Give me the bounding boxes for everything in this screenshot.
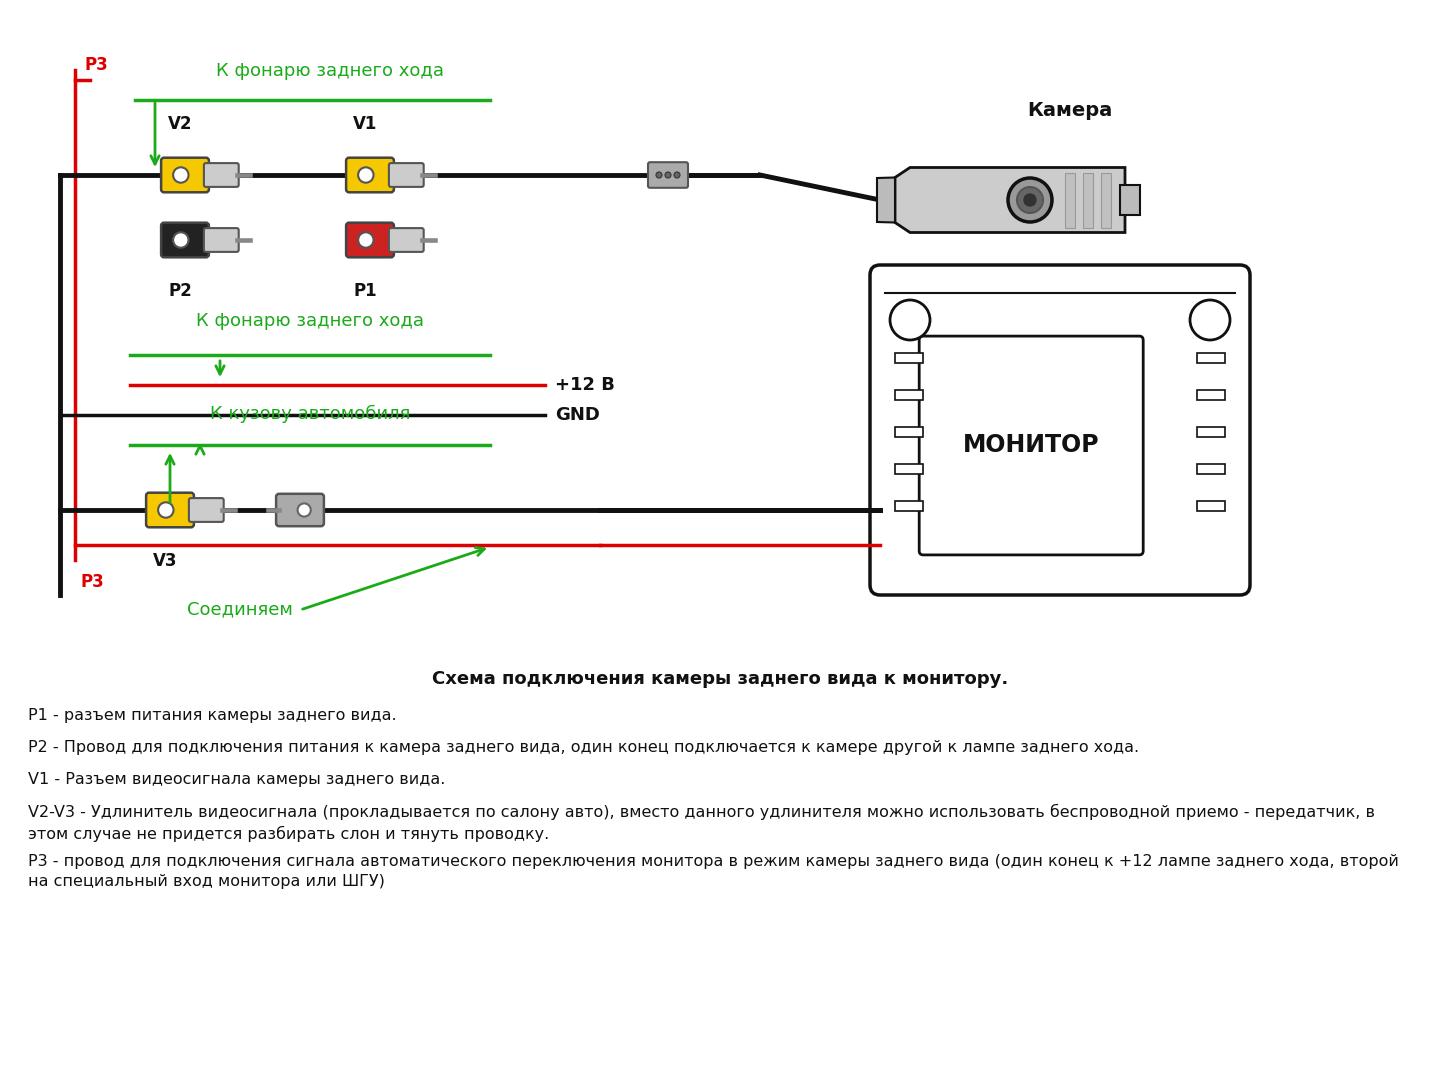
FancyBboxPatch shape <box>204 163 239 187</box>
Circle shape <box>359 167 373 182</box>
Text: GND: GND <box>554 406 600 425</box>
Polygon shape <box>877 178 896 223</box>
Bar <box>896 390 923 400</box>
Circle shape <box>359 233 373 248</box>
Circle shape <box>1189 300 1230 340</box>
Bar <box>1102 173 1112 227</box>
Text: P1 - разъем питания камеры заднего вида.: P1 - разъем питания камеры заднего вида. <box>27 708 396 723</box>
Text: V2-V3 - Удлинитель видеосигнала (прокладывается по салону авто), вместо данного : V2-V3 - Удлинитель видеосигнала (проклад… <box>27 804 1375 842</box>
Text: P3: P3 <box>81 574 104 591</box>
FancyBboxPatch shape <box>389 228 423 252</box>
FancyBboxPatch shape <box>648 162 688 188</box>
Circle shape <box>665 172 671 178</box>
FancyBboxPatch shape <box>276 494 324 526</box>
Bar <box>1197 502 1225 511</box>
FancyBboxPatch shape <box>145 493 194 527</box>
FancyBboxPatch shape <box>389 163 423 187</box>
FancyBboxPatch shape <box>161 158 209 192</box>
Bar <box>896 464 923 474</box>
Text: К кузову автомобиля: К кузову автомобиля <box>210 405 410 423</box>
FancyBboxPatch shape <box>161 223 209 257</box>
Circle shape <box>158 503 173 518</box>
Circle shape <box>1024 194 1035 206</box>
Circle shape <box>674 172 680 178</box>
Bar <box>896 353 923 362</box>
Text: V2: V2 <box>167 115 193 133</box>
FancyBboxPatch shape <box>204 228 239 252</box>
Bar <box>1066 173 1076 227</box>
Bar <box>1120 185 1140 215</box>
Circle shape <box>1008 178 1053 222</box>
FancyBboxPatch shape <box>189 498 223 522</box>
Text: V1 - Разъем видеосигнала камеры заднего вида.: V1 - Разъем видеосигнала камеры заднего … <box>27 772 445 787</box>
Text: Схема подключения камеры заднего вида к монитору.: Схема подключения камеры заднего вида к … <box>432 670 1008 688</box>
Bar <box>1197 390 1225 400</box>
Text: P2: P2 <box>168 282 192 300</box>
Bar <box>1083 173 1093 227</box>
Text: +12 В: +12 В <box>554 376 615 394</box>
Circle shape <box>298 504 311 517</box>
Bar <box>1197 353 1225 362</box>
Circle shape <box>657 172 662 178</box>
FancyBboxPatch shape <box>346 223 395 257</box>
Text: Р3 - провод для подключения сигнала автоматического переключения монитора в режи: Р3 - провод для подключения сигнала авто… <box>27 854 1398 889</box>
FancyBboxPatch shape <box>346 158 395 192</box>
Text: К фонарю заднего хода: К фонарю заднего хода <box>196 312 423 330</box>
Polygon shape <box>896 167 1125 233</box>
Bar <box>1197 464 1225 474</box>
Text: P3: P3 <box>85 56 109 74</box>
Text: P1: P1 <box>353 282 377 300</box>
FancyBboxPatch shape <box>919 337 1143 555</box>
Circle shape <box>173 233 189 248</box>
FancyBboxPatch shape <box>870 265 1250 595</box>
Text: Камера: Камера <box>1027 101 1113 119</box>
Circle shape <box>890 300 930 340</box>
Circle shape <box>1017 187 1043 213</box>
Bar <box>1197 427 1225 437</box>
Circle shape <box>173 167 189 182</box>
Bar <box>896 502 923 511</box>
Text: P2 - Провод для подключения питания к камера заднего вида, один конец подключает: P2 - Провод для подключения питания к ка… <box>27 740 1139 755</box>
Text: V1: V1 <box>353 115 377 133</box>
Text: Соединяем: Соединяем <box>187 600 292 617</box>
Text: V3: V3 <box>153 552 177 570</box>
Text: МОНИТОР: МОНИТОР <box>963 433 1100 458</box>
Bar <box>896 427 923 437</box>
Text: К фонарю заднего хода: К фонарю заднего хода <box>216 62 444 80</box>
